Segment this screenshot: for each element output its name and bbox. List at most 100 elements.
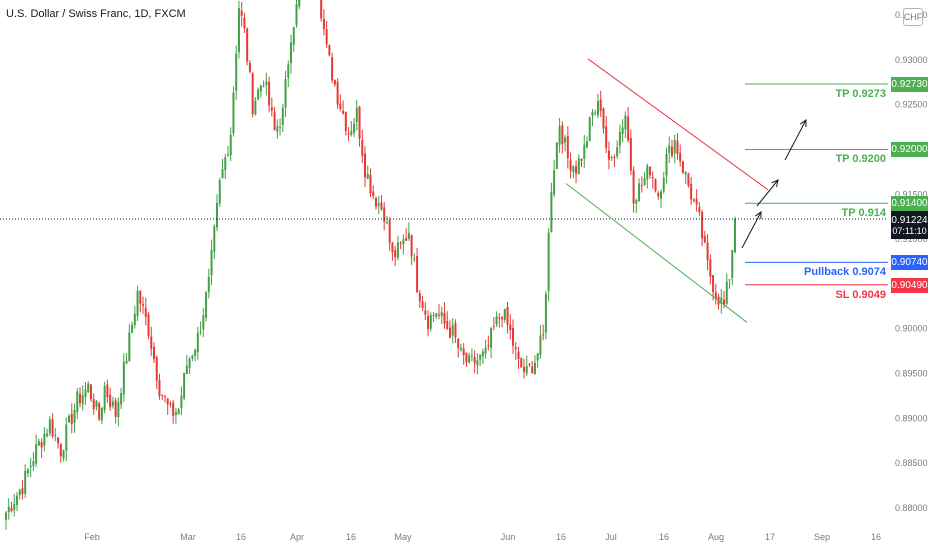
candle-body (432, 314, 435, 316)
candle-body (254, 100, 257, 115)
candle-body (18, 489, 21, 496)
x-tick-label: Mar (180, 532, 196, 542)
candle-body (54, 435, 57, 437)
candle-body (734, 219, 736, 253)
candle-body (629, 137, 632, 171)
candle-body (221, 169, 224, 179)
candle-countdown: 07:11:10 (892, 225, 927, 236)
candle-body (487, 344, 490, 346)
candle-body (26, 469, 29, 474)
candle-body (676, 140, 679, 154)
candle-body (7, 506, 10, 513)
candle-body (569, 160, 572, 171)
candle-body (73, 409, 76, 423)
candle-body (610, 157, 613, 159)
candle-body (347, 133, 350, 135)
level-price-tag: 0.90740 (891, 255, 928, 271)
candle-body (235, 53, 238, 91)
candle-body (158, 380, 161, 396)
candle-body (457, 338, 460, 349)
candle-body (136, 290, 139, 317)
candle-body (87, 383, 90, 392)
candle-body (243, 17, 246, 29)
candle-body (207, 276, 210, 293)
candle-body (476, 360, 479, 366)
x-tick-label: Jul (605, 532, 617, 542)
x-tick-label: May (394, 532, 412, 542)
candle-body (531, 366, 534, 374)
candle-body (188, 359, 191, 369)
candle-body (5, 512, 7, 520)
candle-body (580, 158, 583, 161)
candle-body (673, 139, 676, 154)
candle-body (15, 495, 18, 505)
candle-body (166, 398, 169, 405)
candle-body (125, 360, 128, 364)
y-tick-label: 0.91000 (895, 234, 928, 244)
candle-body (512, 328, 515, 346)
candle-body (377, 203, 380, 206)
candle-body (292, 27, 295, 45)
x-tick-label: Jun (501, 532, 516, 542)
x-tick-label: 17 (765, 532, 775, 542)
candle-body (596, 101, 599, 116)
candle-body (172, 402, 175, 416)
candle-body (226, 154, 229, 156)
candle-body (65, 424, 68, 451)
x-tick-label: 16 (346, 532, 356, 542)
candle-body (435, 313, 438, 317)
x-tick-label: 16 (871, 532, 881, 542)
candle-body (533, 362, 536, 375)
candle-body (731, 250, 734, 279)
candle-body (479, 354, 482, 360)
candle-body (290, 42, 293, 64)
candle-body (276, 126, 279, 132)
candle-body (725, 281, 728, 304)
candle-body (665, 153, 668, 176)
candle-body (723, 299, 726, 305)
candle-body (46, 433, 49, 437)
level-price-tag: 0.90490 (891, 277, 928, 293)
candle-body (509, 324, 512, 331)
candle-body (98, 403, 101, 420)
y-tick-label: 0.91500 (895, 189, 928, 199)
candle-body (89, 384, 92, 400)
level-price-tag: 0.91400 (891, 196, 928, 212)
candle-body (265, 81, 268, 86)
candle-body (701, 211, 704, 239)
projection-arrowhead (799, 119, 807, 128)
level-label: TP 0.9273 (835, 88, 886, 101)
candle-body (703, 236, 706, 243)
candle-body (440, 311, 443, 317)
candle-body (536, 353, 539, 361)
candle-body (613, 157, 616, 159)
candle-body (728, 279, 731, 281)
candle-body (429, 314, 432, 329)
candle-body (374, 198, 377, 207)
candle-body (59, 443, 62, 457)
candle-body (259, 85, 262, 92)
projection-arrow (784, 119, 807, 161)
candle-body (427, 316, 430, 330)
candle-body (564, 137, 567, 143)
y-tick-label: 0.88000 (895, 503, 928, 513)
candle-body (539, 335, 542, 355)
candle-body (161, 395, 164, 397)
candle-body (51, 419, 54, 437)
candle-body (492, 326, 495, 328)
current-price-value: 0.91224 (891, 214, 928, 226)
candle-body (133, 313, 136, 326)
candle-body (92, 399, 95, 410)
candle-body (679, 152, 682, 162)
candle-body (720, 297, 723, 304)
candle-body (706, 242, 709, 261)
currency-badge[interactable]: CHF (903, 8, 923, 26)
candle-body (418, 293, 421, 302)
candle-body (320, 0, 323, 19)
candle-body (84, 389, 87, 398)
candle-body (333, 79, 336, 85)
candle-body (336, 82, 339, 105)
candle-body (257, 89, 260, 100)
candle-body (470, 355, 473, 357)
